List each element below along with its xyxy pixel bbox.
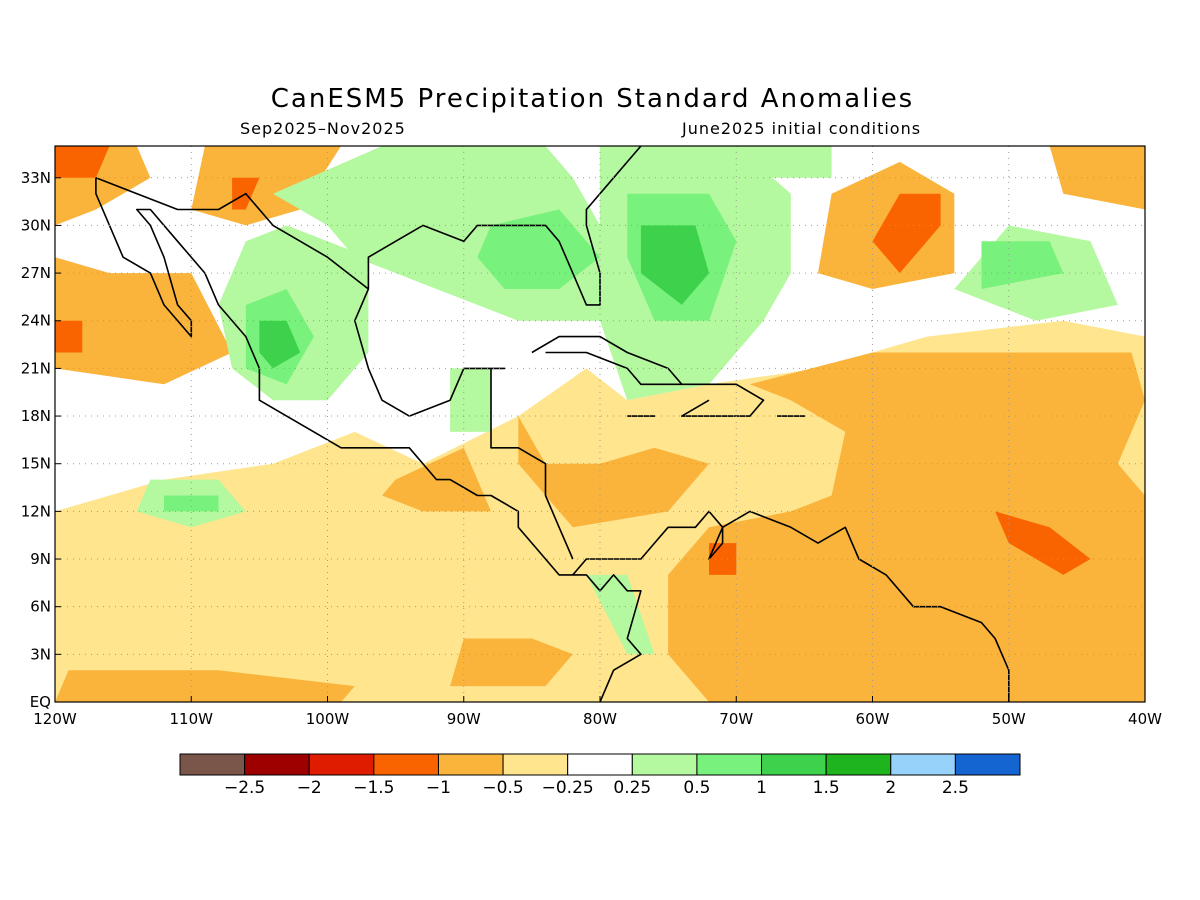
y-tick-label: 12N	[21, 502, 51, 520]
central-america-east-coast	[353, 146, 642, 560]
colorbar: −2.5 −2 −1.5 −1 −0.5 −0.25 0.25 0.5 1 1.5 2 2.5	[179, 753, 1021, 798]
anomaly-region-23	[450, 368, 491, 432]
colorbar-swatch	[179, 753, 246, 776]
axis-ticks: 120W 110W 100W 90W 80W 70W 60W 50W 40W EQ 3N 6N 9N 12…	[21, 169, 1162, 728]
x-tick-label: 120W	[33, 710, 77, 728]
colorbar-label: 2	[885, 778, 896, 798]
anomaly-region-14	[55, 320, 83, 353]
x-tick-label: 60W	[856, 710, 890, 728]
anomaly-region-10	[1049, 146, 1145, 210]
colorbar-swatch	[890, 753, 956, 776]
x-tick-label: 70W	[719, 710, 753, 728]
colorbar-swatch	[954, 753, 1021, 776]
anomaly-region-1	[668, 352, 1145, 702]
y-tick-label: 24N	[21, 312, 51, 330]
y-tick-label: 3N	[30, 645, 51, 663]
y-tick-label: 21N	[21, 359, 51, 377]
anomaly-region-28	[981, 241, 1064, 289]
colorbar-swatch	[502, 753, 569, 776]
anomaly-region-22	[586, 574, 655, 655]
y-tick-label: 30N	[21, 216, 51, 234]
anomaly-region-30	[640, 225, 709, 305]
initial-conditions: June2025 initial conditions	[682, 119, 922, 138]
colorbar-swatch	[825, 753, 892, 776]
north-america-coast	[95, 177, 642, 702]
y-tick-label: 27N	[21, 264, 51, 282]
y-tick-label: 9N	[30, 550, 51, 568]
colorbar-label: 2.5	[942, 778, 969, 798]
forecast-period: Sep2025–Nov2025	[240, 119, 406, 138]
anomaly-region-11	[872, 193, 941, 274]
colorbar-label: 1.5	[813, 778, 840, 798]
x-tick-label: 110W	[170, 710, 214, 728]
anomaly-region-26	[477, 209, 600, 289]
colorbar-label: −2	[297, 778, 322, 798]
anomaly-region-7	[191, 146, 342, 226]
anomaly-region-12	[995, 511, 1091, 575]
x-tick-label: 50W	[992, 710, 1026, 728]
colorbar-label: 1	[756, 778, 767, 798]
y-tick-label: 15N	[21, 455, 51, 473]
anomaly-region-2	[518, 416, 709, 528]
x-tick-label: 80W	[583, 710, 617, 728]
us-mexico-border	[95, 177, 369, 290]
map-title: CanESM5 Precipitation Standard Anomalies	[270, 84, 915, 114]
gulf-caribbean-coast	[572, 510, 1010, 702]
colorbar-label: −0.25	[542, 778, 594, 798]
colorbar-label: −0.5	[482, 778, 523, 798]
x-tick-label: 90W	[447, 710, 481, 728]
anomaly-region-31	[259, 320, 301, 369]
colorbar-label: 0.5	[683, 778, 710, 798]
colorbar-swatch	[244, 753, 310, 776]
colorbar-swatch	[631, 753, 698, 776]
cuba-coast	[531, 335, 683, 386]
colorbar-label: −1.5	[353, 778, 394, 798]
colorbar-swatch	[373, 753, 439, 776]
colorbar-label: −1	[426, 778, 451, 798]
anomaly-region-29	[164, 495, 219, 512]
colorbar-swatch	[437, 753, 504, 776]
anomaly-region-5	[450, 638, 573, 687]
x-tick-label: 100W	[306, 710, 350, 728]
colorbar-swatch	[761, 753, 827, 776]
coastline-layer	[95, 146, 1010, 702]
x-tick-label: 40W	[1128, 710, 1162, 728]
colorbar-swatch	[308, 753, 375, 776]
y-tick-label: EQ	[30, 693, 51, 711]
y-tick-label: 33N	[21, 169, 51, 187]
anomaly-region-6	[55, 257, 233, 385]
colorbar-label: 0.25	[613, 778, 651, 798]
colorbar-swatch	[567, 753, 633, 776]
anomaly-region-4	[55, 670, 355, 702]
hispaniola-coast	[680, 383, 765, 417]
colorbar-swatch	[696, 753, 763, 776]
anomaly-region-24	[736, 146, 832, 178]
y-tick-label: 6N	[30, 598, 51, 616]
anomaly-region-15	[55, 146, 110, 178]
colorbar-label: −2.5	[224, 778, 265, 798]
y-tick-label: 18N	[21, 407, 51, 425]
